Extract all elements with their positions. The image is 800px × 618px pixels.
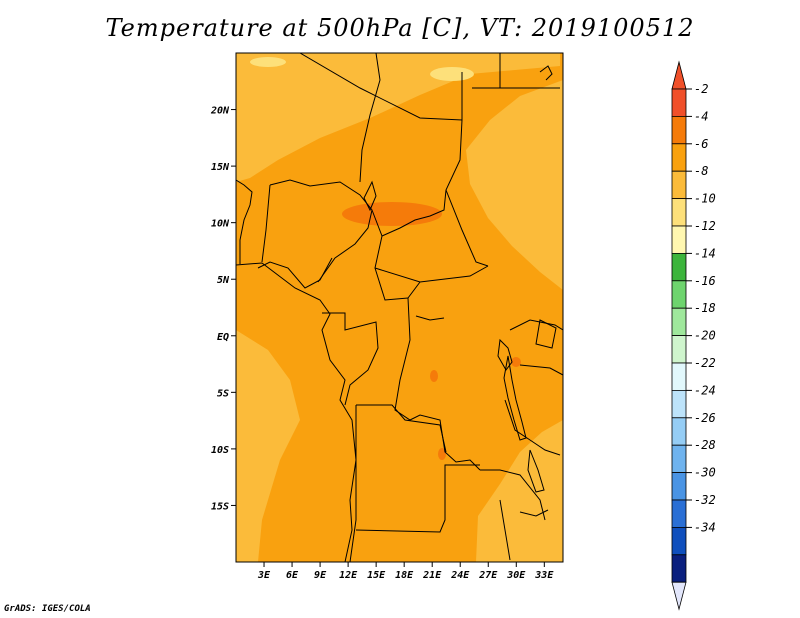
temp-region-southeast	[476, 420, 563, 562]
y-tick-label: EQ	[217, 332, 229, 343]
x-tick-label: 24E	[450, 570, 470, 581]
colorbar-swatch	[671, 225, 687, 254]
x-tick-label: 12E	[339, 570, 358, 581]
colorbar-label: -18	[694, 301, 716, 315]
x-tick-label: 18E	[395, 570, 414, 581]
temp-region-cold-spot	[430, 67, 474, 81]
temp-region-west-ocean	[236, 330, 300, 562]
temp-region-cold-spot	[250, 57, 286, 67]
colorbar-label: -34	[694, 520, 716, 534]
colorbar-swatch	[671, 362, 687, 391]
x-tick-label: 30E	[506, 570, 526, 581]
temp-region-northeast	[466, 80, 563, 290]
colorbar-label: -14	[694, 246, 716, 260]
map-area	[236, 53, 563, 562]
colorbar-swatch	[671, 472, 687, 501]
colorbar-swatch	[671, 170, 687, 199]
colorbar-under-arrow	[671, 581, 687, 611]
colorbar-swatch	[671, 252, 687, 282]
x-tick-label: 21E	[422, 570, 442, 581]
colorbar-label: -16	[694, 274, 716, 288]
colorbar-label: -8	[694, 164, 708, 178]
y-tick-label: 5N	[217, 275, 230, 286]
colorbar-legend: -2 -4 -6 -8 -10 -12 -14 -16 -18 -20 -22 -24 -26 -28 -3…	[671, 60, 716, 611]
y-tick-label: 10N	[211, 219, 230, 230]
y-tick-label: 10S	[211, 445, 229, 456]
colorbar-label: -10	[694, 192, 716, 206]
colorbar-swatch	[671, 417, 687, 446]
temp-region-warm-spot	[430, 370, 438, 382]
x-tick-label: 15E	[367, 570, 386, 581]
colorbar-swatch	[671, 143, 687, 172]
y-tick-label: 20N	[210, 106, 230, 117]
colorbar-label: -32	[694, 493, 716, 507]
colorbar-swatch	[671, 527, 687, 556]
colorbar-swatch	[671, 554, 687, 583]
y-tick-label: 15S	[211, 501, 229, 512]
colorbar-label: -12	[694, 219, 716, 233]
colorbar-over-arrow	[671, 60, 687, 90]
lakes	[363, 65, 557, 517]
x-axis: 3E 6E 9E 12E 15E 18E 21E 24E 27E 30E 33E	[257, 562, 554, 581]
country-borders	[236, 53, 563, 562]
coastline	[236, 262, 357, 562]
y-tick-label: 15N	[211, 162, 230, 173]
colorbar-label: -4	[694, 109, 708, 123]
temp-region-north-sahara	[236, 53, 560, 182]
colorbar-label: -30	[694, 466, 716, 480]
colorbar-swatch	[671, 116, 687, 145]
x-tick-label: 33E	[534, 570, 554, 581]
colorbar-label: -20	[694, 329, 716, 343]
temp-region-warm-spot	[511, 357, 521, 367]
colorbar-label: -22	[694, 356, 716, 370]
x-tick-label: 6E	[286, 570, 299, 581]
colorbar-swatch	[671, 88, 687, 117]
colorbar-label: -6	[694, 137, 708, 151]
colorbar-label: -24	[694, 383, 716, 397]
colorbar-swatch	[671, 389, 687, 419]
y-axis: 20N 15N 10N 5N EQ 5S 10S 15S	[210, 106, 236, 512]
temp-region-warm-spot	[438, 448, 446, 460]
x-tick-label: 3E	[257, 570, 271, 581]
y-tick-label: 5S	[217, 388, 229, 399]
colorbar-swatch	[671, 335, 687, 364]
x-tick-label: 27E	[478, 570, 498, 581]
colorbar-swatch	[671, 499, 687, 528]
colorbar-swatch	[671, 280, 687, 309]
colorbar-swatch	[671, 198, 687, 227]
colorbar-label: -28	[694, 438, 716, 452]
x-tick-label: 9E	[314, 570, 327, 581]
colorbar-swatch	[671, 444, 687, 474]
colorbar-label: -2	[694, 82, 708, 96]
grads-credit: GrADS: IGES/COLA	[4, 604, 91, 614]
colorbar-swatch	[671, 307, 687, 337]
temp-region-warm-core	[342, 202, 442, 226]
map-frame	[235, 52, 564, 563]
colorbar-label: -26	[694, 411, 716, 425]
chart-title: Temperature at 500hPa [C], VT: 201910051…	[105, 14, 695, 42]
